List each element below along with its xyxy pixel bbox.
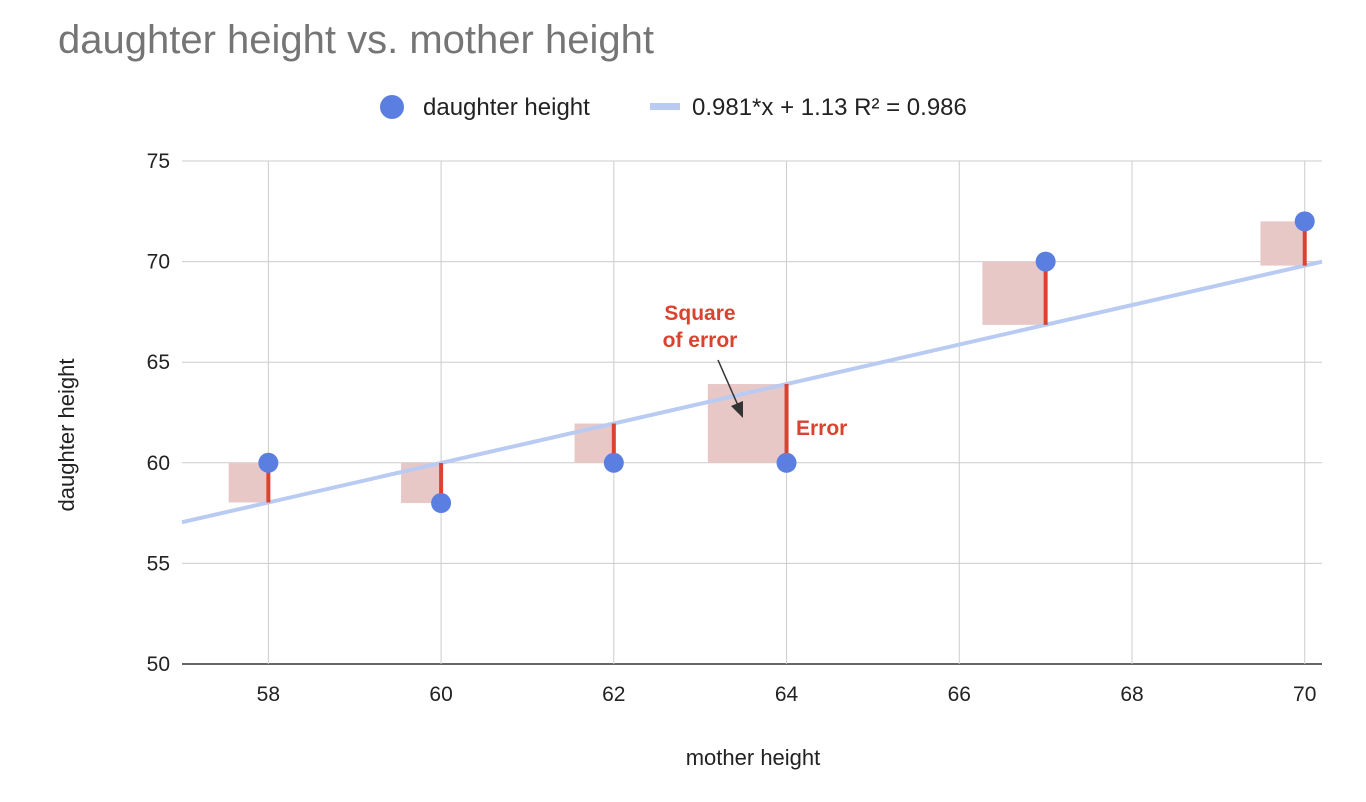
error-square-4: [982, 261, 1046, 325]
data-point-2: [603, 452, 624, 473]
y-axis-title: daughter height: [54, 359, 79, 512]
data-point-1: [431, 493, 452, 514]
x-axis-title: mother height: [686, 745, 821, 770]
annotations: Square of error Error: [663, 302, 848, 440]
error-square-5: [1260, 221, 1305, 266]
error-square-3: [707, 384, 787, 463]
y-tick-label-75: 75: [147, 150, 170, 173]
y-tick-label-60: 60: [147, 452, 170, 475]
annotation-square-line1: Square: [664, 302, 735, 325]
x-tick-label-68: 68: [1120, 683, 1143, 706]
legend-label-daughter-height: daughter height: [423, 94, 590, 121]
y-tick-label-70: 70: [147, 251, 170, 274]
y-tick-label-50: 50: [147, 653, 170, 676]
points-layer: [258, 211, 1315, 514]
annotation-error-label: Error: [796, 417, 847, 440]
y-tick-label-65: 65: [147, 351, 170, 374]
annotation-arrow-shaft: [717, 359, 741, 411]
trendline: [181, 259, 1323, 525]
x-tick-label-58: 58: [257, 683, 280, 706]
legend-marker-trendline: [650, 103, 680, 110]
x-tick-label-60: 60: [429, 683, 452, 706]
legend-marker-daughter-height: [380, 95, 404, 119]
data-point-3: [776, 452, 797, 473]
x-tick-label-64: 64: [775, 683, 799, 706]
tick-labels-layer: 50 55 60 65 70 75 58 60 62 64 66 68 70: [147, 150, 1317, 706]
annotation-square-line2: of error: [663, 329, 738, 352]
x-tick-label-66: 66: [948, 683, 971, 706]
x-tick-label-62: 62: [602, 683, 625, 706]
legend-label-trendline: 0.981*x + 1.13 R² = 0.986: [692, 94, 967, 121]
y-tick-label-55: 55: [147, 552, 170, 575]
x-tick-label-70: 70: [1293, 683, 1316, 706]
data-point-0: [258, 452, 279, 473]
data-point-5: [1294, 211, 1315, 232]
trendline-layer: [181, 259, 1323, 525]
annotation-arrow-head: [731, 401, 743, 418]
legend: daughter height 0.981*x + 1.13 R² = 0.98…: [380, 94, 967, 121]
data-point-4: [1035, 251, 1056, 272]
chart-title: daughter height vs. mother height: [58, 18, 654, 62]
